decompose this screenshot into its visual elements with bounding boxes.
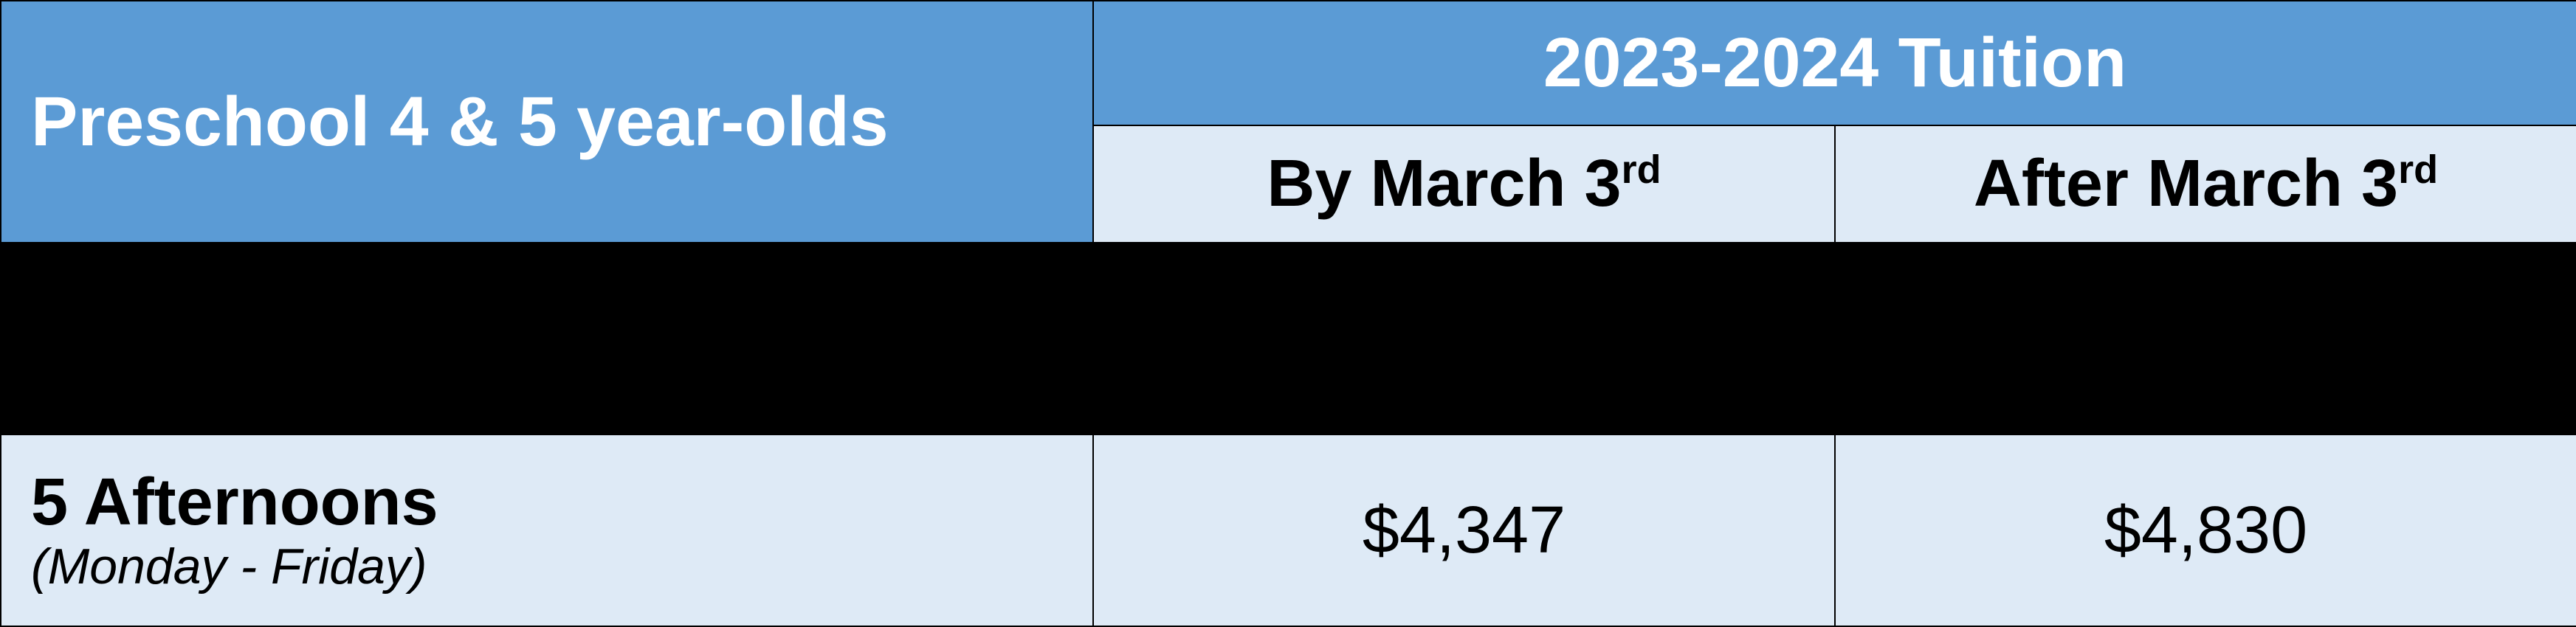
price-early [1093,243,1835,434]
by-date-suffix: rd [1622,148,1661,192]
price-late: $4,830 [1835,434,2576,626]
after-date-suffix: rd [2398,148,2438,192]
price-late [1835,243,2576,434]
schedule-sub: (Monday - Friday) [31,539,1063,595]
schedule-cell [1,243,1093,434]
program-title-cell: Preschool 4 & 5 year-olds [1,1,1093,243]
tuition-year-cell: 2023-2024 Tuition [1093,1,2576,125]
table-row: 5 Afternoons (Monday - Friday) $4,347 $4… [1,434,2576,626]
by-date-prefix: By March 3 [1267,147,1621,221]
schedule-cell: 5 Afternoons (Monday - Friday) [1,434,1093,626]
after-date-cell: After March 3rd [1835,125,2576,243]
schedule-title: 5 Afternoons [31,466,1063,539]
table-row [1,243,2576,434]
price-early: $4,347 [1093,434,1835,626]
header-row-1: Preschool 4 & 5 year-olds 2023-2024 Tuit… [1,1,2576,125]
tuition-table: Preschool 4 & 5 year-olds 2023-2024 Tuit… [0,0,2576,627]
by-date-cell: By March 3rd [1093,125,1835,243]
after-date-prefix: After March 3 [1974,147,2398,221]
program-title: Preschool 4 & 5 year-olds [31,83,889,161]
tuition-year: 2023-2024 Tuition [1543,24,2126,102]
